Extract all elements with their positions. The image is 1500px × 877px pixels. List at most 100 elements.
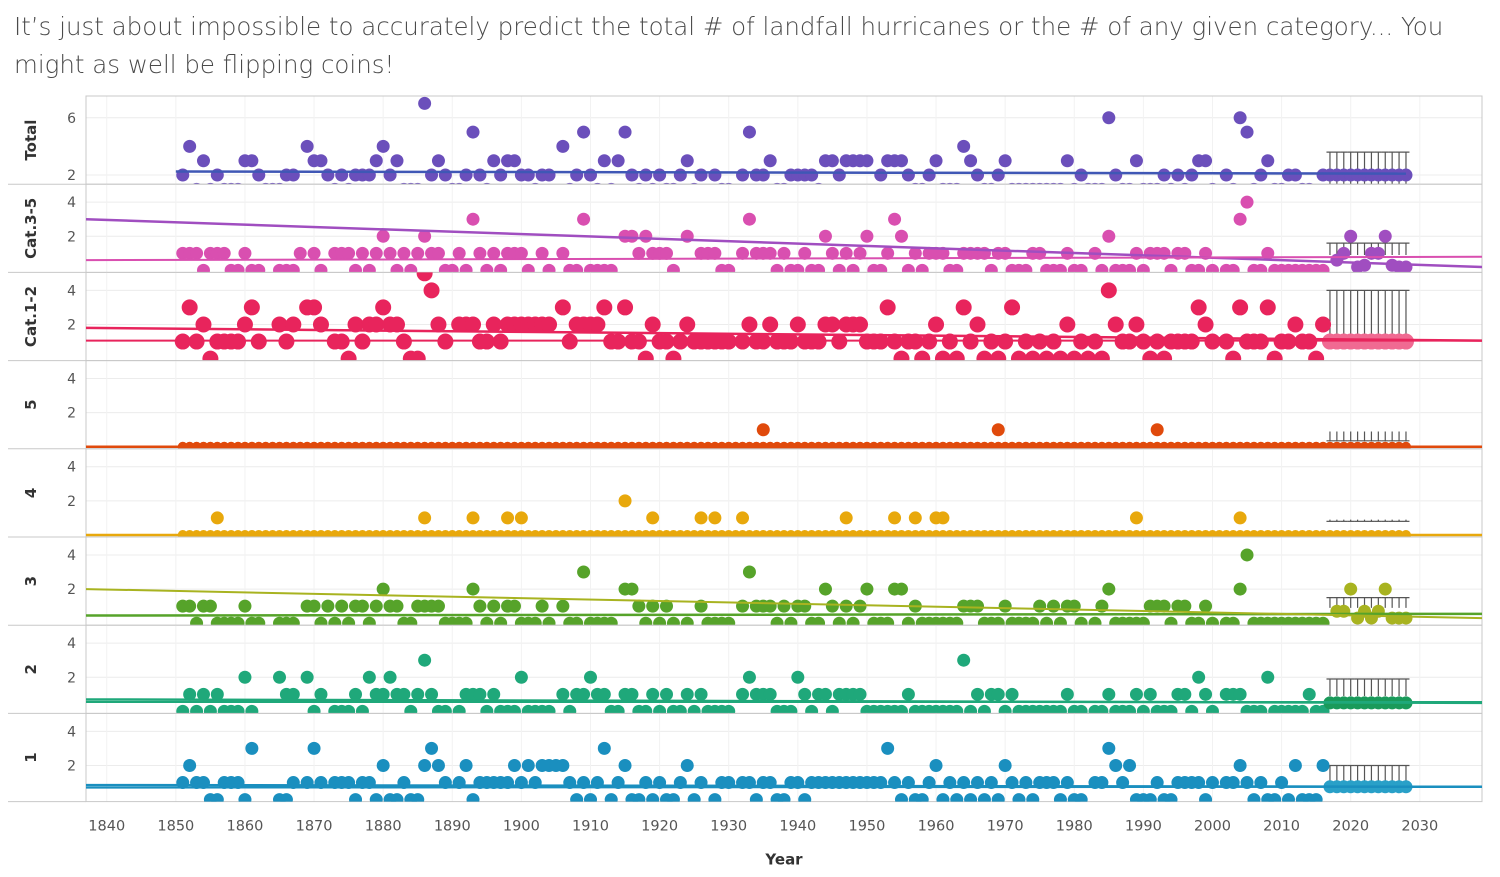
data-point [362,616,376,626]
data-point [1008,182,1017,185]
data-point [736,511,750,525]
data-point [1015,182,1023,185]
data-point [1229,182,1238,185]
data-point [929,154,943,168]
data-point [646,599,660,613]
data-point [936,511,950,525]
data-point [430,316,447,333]
data-point [839,246,853,260]
data-point [1129,154,1143,168]
forecast-point [1378,229,1392,243]
data-point [1178,687,1192,701]
data-point [1254,263,1268,273]
data-point [570,263,584,273]
data-point [1035,182,1044,185]
data-point [183,758,197,772]
x-tick-label: 1850 [157,819,194,835]
data-point [514,246,528,260]
data-point [459,168,473,182]
data-point [977,704,991,714]
data-point [418,96,432,110]
data-point [425,687,439,701]
data-point [950,616,964,626]
data-point [245,741,259,755]
data-point [369,154,383,168]
row-label: 4 [22,488,40,498]
data-point [1074,704,1088,714]
data-point [507,154,521,168]
data-point [742,212,756,226]
trend-line [86,785,1482,789]
data-point [355,704,369,714]
data-point [1038,350,1055,361]
data-point [542,168,556,182]
data-point [307,741,321,755]
data-point [466,793,480,802]
data-point [411,793,425,802]
data-point [1136,263,1150,273]
data-point [945,182,954,185]
data-point [957,139,971,153]
data-point [206,182,215,185]
data-point [307,704,321,714]
data-point [556,687,570,701]
data-point [680,616,694,626]
data-point [1205,616,1219,626]
data-point [832,616,846,626]
data-point [342,246,356,260]
data-point [991,616,1005,626]
panel-marks [86,494,1482,537]
row-label: 2 [22,664,40,674]
data-point [390,599,404,613]
data-point [349,687,363,701]
data-point [860,229,874,243]
data-point [355,599,369,613]
data-point [1302,687,1316,701]
x-tick-label: 2000 [1194,819,1231,835]
data-point [964,793,978,802]
data-point [742,125,756,139]
data-point [694,168,708,182]
data-point [1266,350,1283,361]
data-point [376,229,390,243]
data-point [1261,670,1275,684]
data-point [805,704,819,714]
data-point [227,182,236,185]
data-point [991,168,1005,182]
data-point [991,423,1005,437]
data-point [577,687,591,701]
data-point [466,582,480,596]
data-point [901,263,915,273]
data-point [784,616,798,626]
data-point [680,687,694,701]
data-point [1171,168,1185,182]
data-point [1066,350,1083,361]
data-point [770,616,784,626]
x-tick-label: 1980 [1056,819,1093,835]
data-point [1102,741,1116,755]
data-point [190,616,204,626]
data-point [459,758,473,772]
data-point [482,182,491,185]
data-point [1056,182,1065,185]
data-point [749,793,763,802]
data-point [741,316,758,333]
data-point [708,246,722,260]
data-point [1150,423,1164,437]
data-point [1129,511,1143,525]
data-point [190,704,204,714]
data-point [971,599,985,613]
y-tick-label: 2 [67,582,76,598]
data-point [583,670,597,684]
data-point [687,793,701,802]
y-tick-label: 6 [67,111,76,127]
data-point [466,125,480,139]
data-point [210,687,224,701]
data-point [406,182,415,185]
data-point [455,182,464,185]
data-point [1261,154,1275,168]
data-point [791,263,805,273]
data-point [798,687,812,701]
y-tick-label: 2 [67,168,76,184]
panel-1: 2 4 Cat.3-5 [8,183,1483,273]
